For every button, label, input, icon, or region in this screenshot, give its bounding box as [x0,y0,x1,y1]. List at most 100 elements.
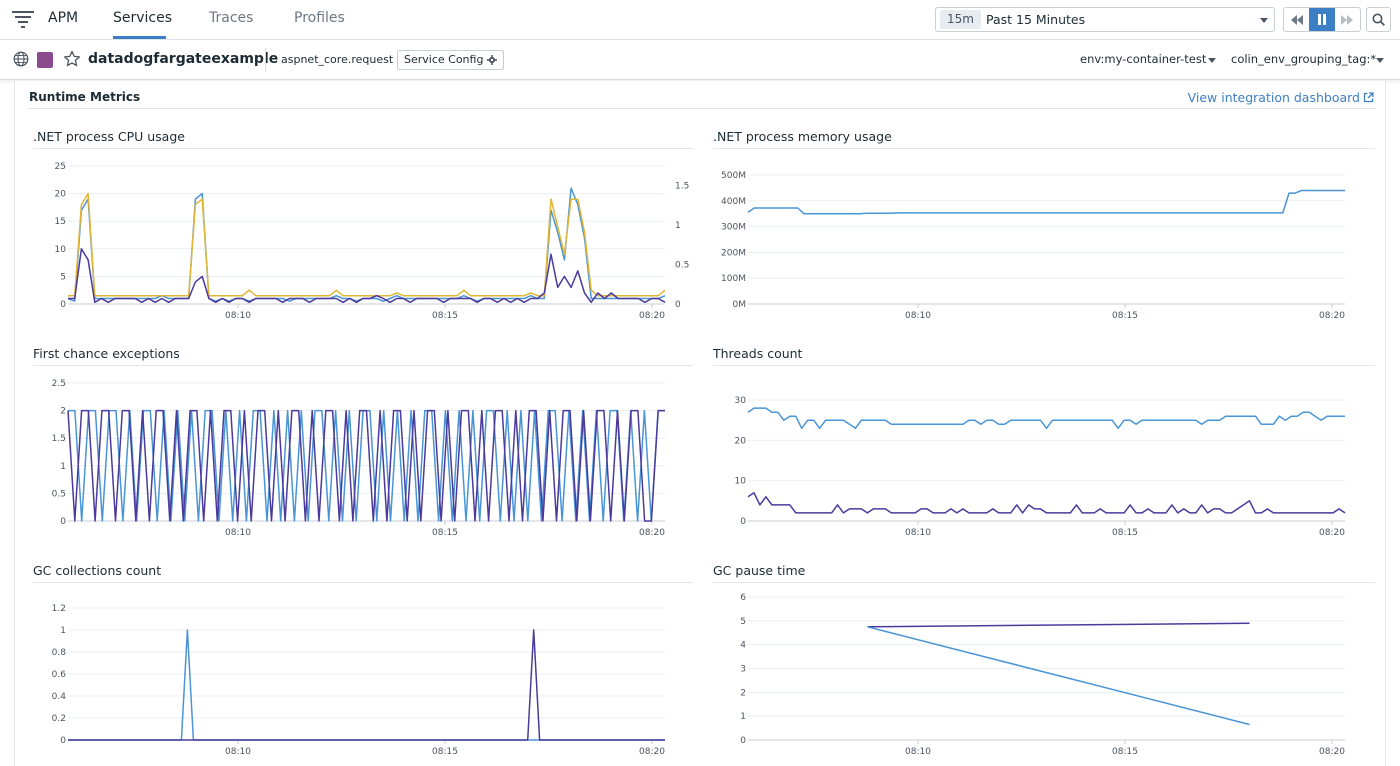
y-tick-label: 5 [740,617,746,627]
x-tick-label: 08:15 [432,528,458,538]
series-line-1[interactable] [747,407,1345,430]
chevron-down-icon[interactable] [1208,58,1216,63]
series-line-2[interactable] [68,192,666,297]
time-range-picker[interactable]: 15m Past 15 Minutes [935,7,1275,32]
rewind-icon [1290,14,1303,25]
chart-title: .NET process memory usage [713,129,892,144]
operation-name[interactable]: aspnet_core.request [281,53,394,66]
y-tick-label: 200M [721,248,746,258]
y-tick-label: 0M [733,300,747,310]
y-tick-label: 4 [740,641,746,651]
x-tick-label: 08:10 [905,528,931,538]
gc-count-chart[interactable]: 1.2 1 0.8 0.6 0.4 0.2 0 08:10 08:15 08:20 [33,583,694,766]
y-tick-label: 400M [721,197,746,207]
chevron-down-icon[interactable] [1376,58,1384,63]
rewind-button[interactable] [1284,8,1309,31]
chart-title: GC pause time [713,563,806,578]
x-tick-label: 08:20 [1319,747,1345,757]
y-tick-label: 100M [721,274,746,284]
service-name: datadogfargateexample [88,51,279,67]
search-icon [1372,13,1385,26]
chart-title: GC collections count [33,563,162,578]
service-config-label: Service Config [404,53,484,66]
y-tick-label: 2.5 [52,379,66,389]
y-tick-label: 3 [740,665,746,675]
series-line-1[interactable] [747,189,1345,215]
y-tick-label: 30 [735,396,747,406]
time-range-badge: 15m [940,10,981,29]
series-line-1[interactable] [867,622,1250,628]
x-tick-label: 08:20 [639,528,665,538]
grouping-selector[interactable]: colin_env_grouping_tag:* [1231,52,1377,66]
top-nav: APM Services Traces Profiles 15m Past 15… [0,0,1400,40]
series-line-2[interactable] [68,629,665,741]
gear-icon [487,55,498,65]
x-tick-label: 08:10 [225,747,251,757]
menu-icon[interactable] [12,10,34,28]
threads-chart[interactable]: 30 20 10 0 08:10 08:15 08:20 [713,366,1375,546]
y-tick-label: 0 [60,517,66,527]
y-tick-label: 15 [55,217,66,227]
y-tick-label: 300M [721,223,746,233]
x-tick-label: 08:15 [1112,528,1138,538]
cpu-chart[interactable]: 25 20 15 10 5 0 1.5 1 0.5 0 08:10 08:15 08:20 [33,149,694,329]
gc-pause-chart[interactable]: 6 5 4 3 2 1 0 08:10 08:15 08:20 [713,583,1375,766]
exceptions-chart[interactable]: 2.5 2 1.5 1 0.5 0 08:10 08:15 08:20 [33,366,694,546]
y-tick-label: 6 [740,593,746,603]
x-tick-label: 08:15 [1112,311,1138,321]
tab-profiles[interactable]: Profiles [294,10,345,26]
tab-traces[interactable]: Traces [209,10,254,26]
y-tick-label: 0.6 [52,670,67,680]
y-tick-label: 1 [740,712,746,722]
series-line-1[interactable] [68,629,665,741]
x-tick-label: 08:20 [639,311,665,321]
section-divider [28,108,1376,109]
series-line-2[interactable] [747,492,1346,514]
y-tick-label: 1 [60,462,66,472]
y-tick-label: 0 [60,736,66,746]
divider [265,48,266,72]
x-tick-label: 08:20 [1319,528,1345,538]
widget-divider [33,365,693,366]
tab-services[interactable]: Services [113,10,173,26]
y-tick-label: 2 [740,688,746,698]
series-line-1[interactable] [67,187,666,302]
env-selector[interactable]: env:my-container-test [1080,52,1207,66]
y-tick-label: 0.5 [52,489,66,499]
memory-chart[interactable]: 500M 400M 300M 200M 100M 0M 08:10 08:15 08:20 [713,149,1375,329]
series-line-2[interactable] [867,626,1250,726]
series-line-3[interactable] [68,248,666,304]
star-icon[interactable] [63,50,81,68]
y2-tick-label: 1 [675,221,681,231]
chart-title: .NET process CPU usage [33,129,185,144]
x-tick-label: 08:10 [905,747,931,757]
x-tick-label: 08:10 [225,528,251,538]
external-link-icon [1363,92,1374,103]
x-tick-label: 08:15 [432,311,458,321]
widget-divider [713,148,1375,149]
widget-divider [713,365,1375,366]
section-title: Runtime Metrics [29,90,141,104]
x-tick-label: 08:10 [905,311,931,321]
chevron-down-icon [1260,18,1268,23]
y-tick-label: 0.8 [52,648,67,658]
y-tick-label: 1.5 [52,434,66,444]
y-tick-label: 2 [60,407,66,417]
forward-button[interactable] [1335,8,1360,31]
service-config-button[interactable]: Service Config [397,50,505,70]
y-tick-label: 0 [740,517,746,527]
chart-title: Threads count [713,346,803,361]
integration-dashboard-link[interactable]: View integration dashboard [1188,90,1374,105]
y-tick-label: 1 [60,626,66,636]
x-tick-label: 08:20 [1319,311,1345,321]
widget-divider [713,582,1375,583]
y-tick-label: 5 [60,272,66,282]
chart-title: First chance exceptions [33,346,180,361]
widget-divider [33,148,693,149]
y-tick-label: 10 [55,245,67,255]
series-line-2[interactable] [67,409,665,522]
y2-tick-label: 0.5 [675,261,689,271]
y-tick-label: 10 [735,477,747,487]
search-button[interactable] [1366,7,1391,32]
pause-button[interactable] [1309,8,1335,31]
